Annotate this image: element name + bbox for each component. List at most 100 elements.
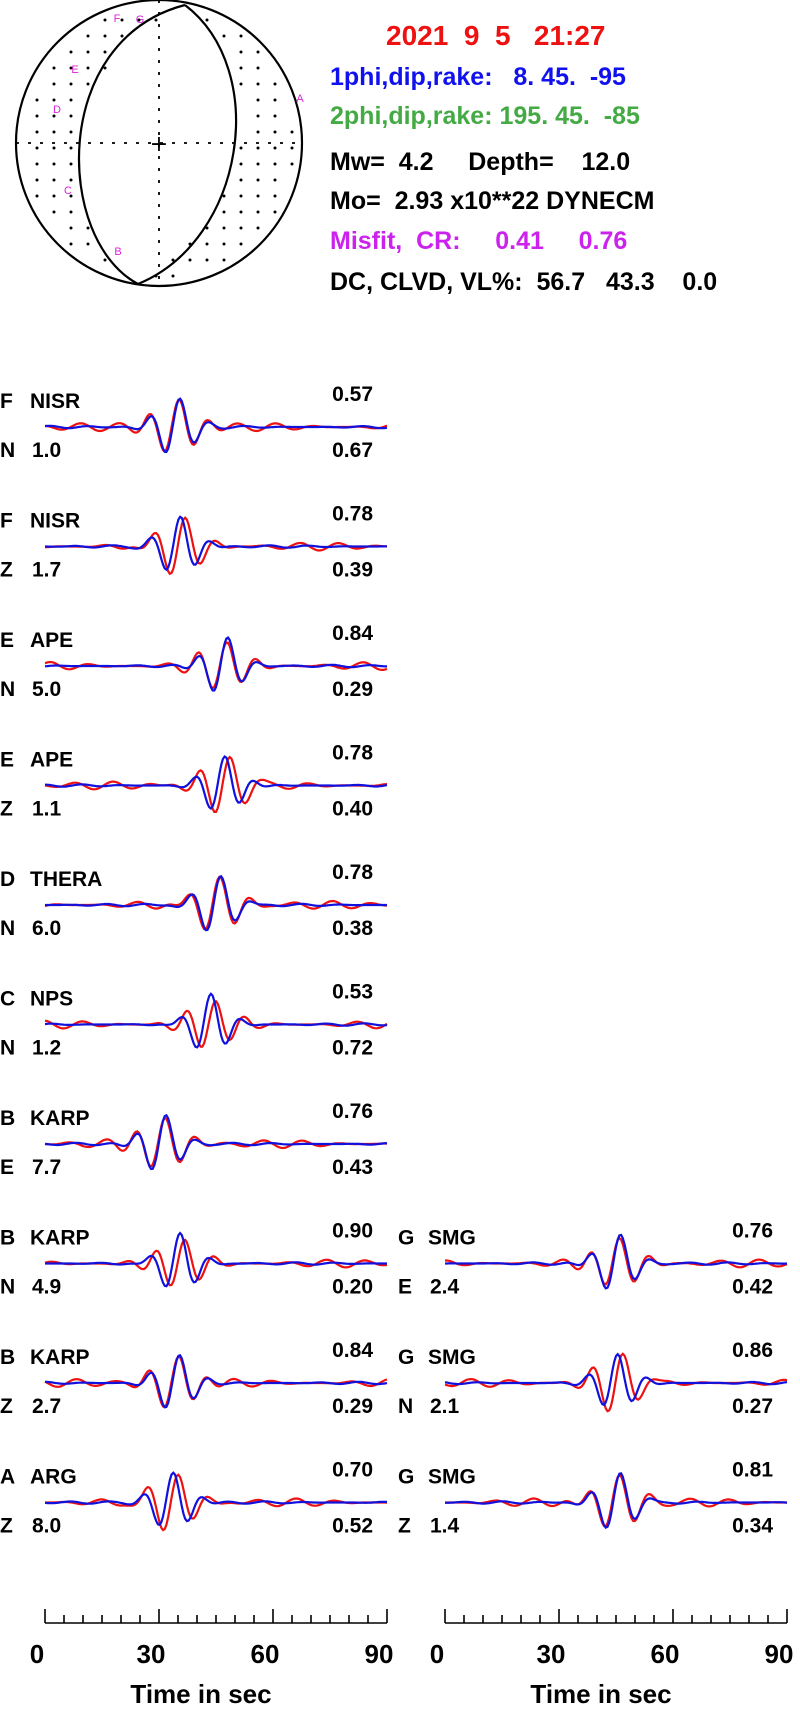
compression-dot — [273, 194, 277, 198]
trace-panel-karp-z: B KARP Z 2.7 0.84 0.29 — [0, 1339, 388, 1418]
focal-sphere — [14, 0, 304, 288]
trace-correlation: 0.70 — [332, 1459, 373, 1482]
compression-dot — [239, 194, 243, 198]
compression-dot — [52, 146, 56, 150]
compression-dot — [69, 82, 73, 86]
compression-dot — [35, 98, 39, 102]
compression-dot — [273, 98, 277, 102]
trace-component: E — [0, 1156, 14, 1179]
compressional-dots — [35, 18, 294, 278]
compression-dot — [239, 34, 243, 38]
trace-component: N — [0, 1276, 15, 1299]
trace-component: Z — [0, 559, 13, 582]
axis-tick-label: 30 — [137, 1639, 166, 1669]
observed-waveform — [45, 1473, 388, 1532]
trace-correlation: 0.78 — [332, 742, 373, 765]
synthetic-waveform — [44, 1113, 388, 1171]
compression-dot — [239, 50, 243, 54]
synthetic-waveform — [445, 1233, 788, 1290]
trace-station-name: NISR — [30, 390, 80, 413]
compression-dot — [273, 130, 277, 134]
compression-dot — [256, 50, 260, 54]
trace-correlation: 0.86 — [732, 1339, 773, 1362]
compression-dot — [69, 194, 73, 198]
compression-dot — [69, 226, 73, 230]
trace-station-letter: B — [0, 1346, 15, 1369]
trace-panel-smg-z: G SMG Z 1.4 0.81 0.34 — [398, 1459, 788, 1538]
compression-dot — [69, 162, 73, 166]
trace-value: 4.9 — [32, 1276, 61, 1299]
trace-station-name: SMG — [428, 1346, 476, 1369]
compression-dot — [256, 66, 260, 70]
compression-dot — [256, 226, 260, 230]
compression-dot — [86, 34, 90, 38]
trace-panel-smg-e: G SMG E 2.4 0.76 0.42 — [398, 1220, 788, 1299]
trace-value: 6.0 — [32, 917, 61, 940]
trace-station-letter: A — [0, 1466, 15, 1489]
synthetic-waveform — [45, 874, 387, 932]
synthetic-waveform — [44, 1471, 387, 1527]
compression-dot — [222, 258, 226, 262]
compression-dot — [69, 210, 73, 214]
compression-dot — [69, 114, 73, 118]
beachball-station-d: D — [53, 104, 61, 116]
synthetic-waveform — [444, 1352, 788, 1407]
trace-value: 2.7 — [32, 1395, 61, 1418]
compression-dot — [35, 162, 39, 166]
dc-clvd-vl: DC, CLVD, VL%: 56.7 43.3 0.0 — [330, 268, 718, 296]
trace-panel-nisr-n: F NISR N 1.0 0.57 0.67 — [0, 383, 388, 462]
compression-dot — [86, 226, 90, 230]
compression-dot — [239, 178, 243, 182]
trace-value: 1.7 — [32, 559, 61, 582]
compression-dot — [69, 130, 73, 134]
compression-dot — [52, 66, 56, 70]
trace-misfit: 0.40 — [332, 798, 373, 821]
trace-station-name: APE — [30, 629, 73, 652]
trace-misfit: 0.29 — [332, 1395, 373, 1418]
trace-misfit: 0.20 — [332, 1276, 373, 1299]
compression-dot — [137, 18, 141, 22]
trace-misfit: 0.43 — [332, 1156, 373, 1179]
synthetic-waveform — [44, 754, 388, 810]
trace-misfit: 0.72 — [332, 1037, 373, 1060]
compression-dot — [205, 258, 209, 262]
compression-dot — [103, 18, 107, 22]
compression-dot — [256, 194, 260, 198]
trace-station-name: SMG — [428, 1227, 476, 1250]
compression-dot — [52, 194, 56, 198]
trace-correlation: 0.53 — [332, 981, 373, 1004]
compression-dot — [35, 114, 39, 118]
compression-dot — [52, 114, 56, 118]
compression-dot — [52, 98, 56, 102]
compression-dot — [256, 178, 260, 182]
magnitude-depth: Mw= 4.2 Depth= 12.0 — [330, 148, 631, 176]
misfit-cr: Misfit, CR: 0.41 0.76 — [330, 227, 628, 255]
compression-dot — [273, 210, 277, 214]
axis-tick-label: 90 — [765, 1639, 794, 1669]
compression-dot — [222, 242, 226, 246]
compression-dot — [35, 130, 39, 134]
trace-component: N — [0, 678, 15, 701]
trace-component: E — [398, 1276, 412, 1299]
compression-dot — [103, 34, 107, 38]
compression-dot — [239, 162, 243, 166]
axis-tick-label: 0 — [30, 1639, 44, 1669]
observed-waveform — [44, 999, 388, 1048]
compression-dot — [103, 258, 107, 262]
trace-panel-nps-n: C NPS N 1.2 0.53 0.72 — [0, 981, 388, 1060]
axis-tick-label: 60 — [651, 1639, 680, 1669]
seismic-moment: Mo= 2.93 x10**22 DYNECM — [330, 187, 655, 215]
trace-value: 2.4 — [430, 1276, 460, 1299]
synthetic-waveform — [44, 397, 388, 454]
compression-dot — [205, 18, 209, 22]
trace-panel-ape-n: E APE N 5.0 0.84 0.29 — [0, 622, 388, 701]
epicenter-plus-icon: + — [150, 132, 168, 157]
compression-dot — [35, 178, 39, 182]
trace-station-name: NPS — [30, 988, 73, 1011]
compression-dot — [154, 18, 158, 22]
trace-station-letter: F — [0, 510, 13, 533]
trace-value: 5.0 — [32, 678, 61, 701]
compression-dot — [239, 146, 243, 150]
compression-dot — [120, 34, 124, 38]
